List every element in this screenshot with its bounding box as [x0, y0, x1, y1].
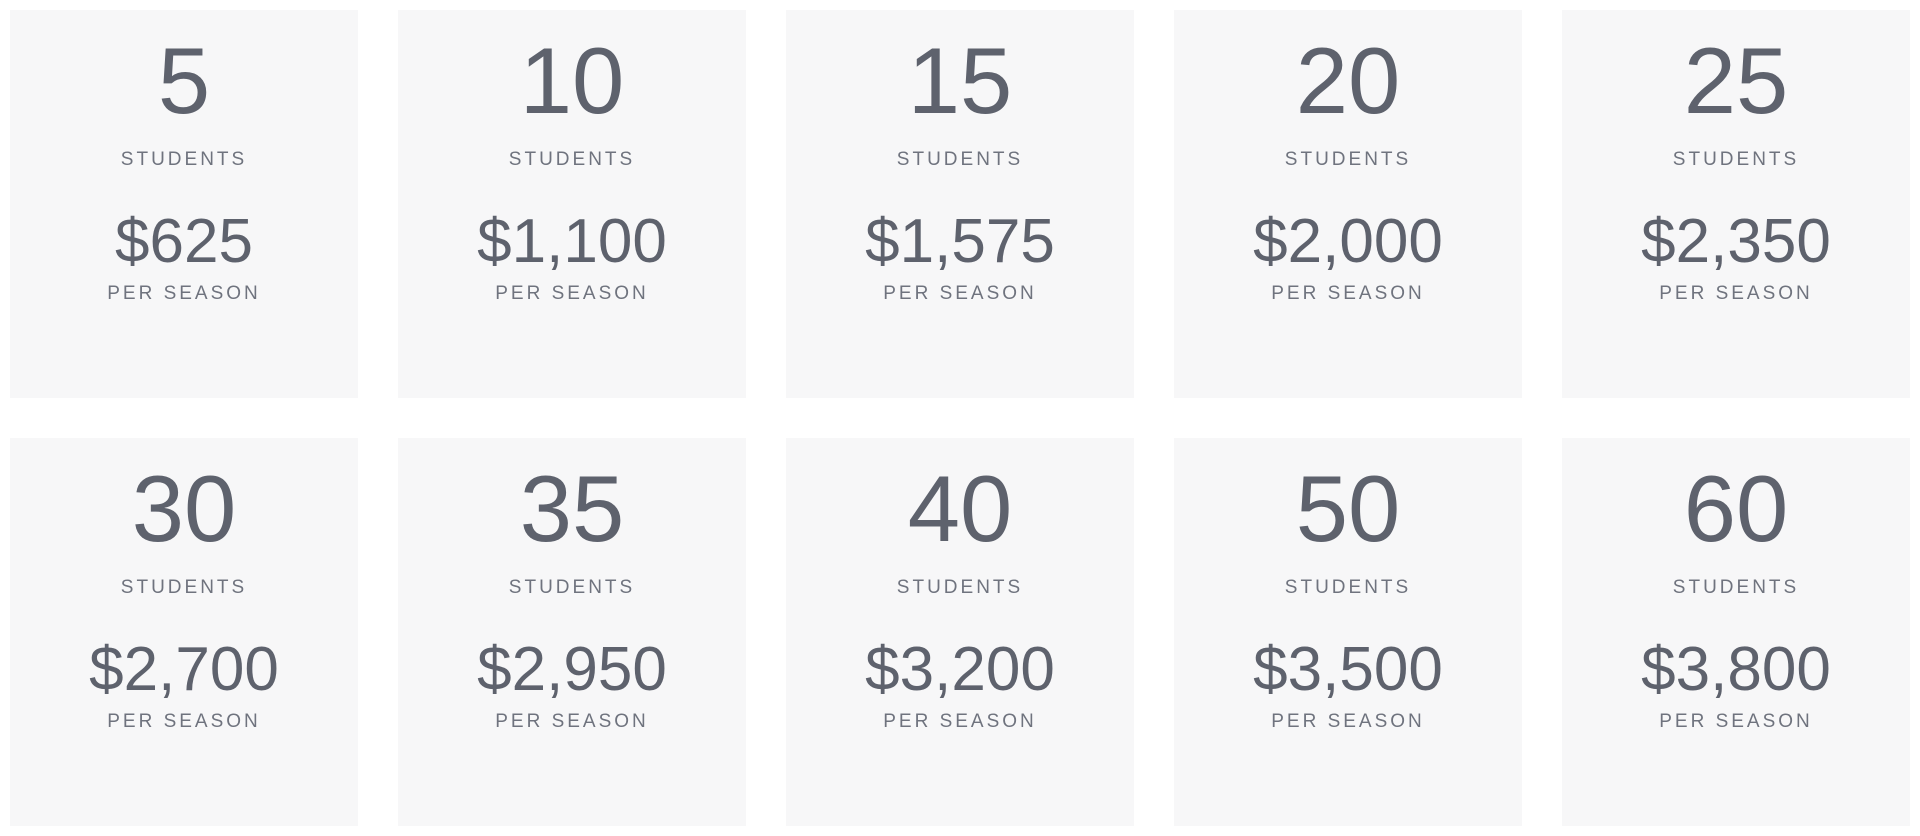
per-season-label: PER SEASON — [1659, 710, 1813, 732]
students-label: STUDENTS — [1284, 148, 1412, 170]
season-price: $3,200 — [865, 635, 1055, 705]
per-season-label: PER SEASON — [495, 282, 649, 304]
per-season-label: PER SEASON — [883, 282, 1037, 304]
pricing-card: 30 STUDENTS $2,700 PER SEASON — [10, 438, 358, 826]
pricing-card: 60 STUDENTS $3,800 PER SEASON — [1562, 438, 1910, 826]
per-season-label: PER SEASON — [107, 710, 261, 732]
pricing-card: 50 STUDENTS $3,500 PER SEASON — [1174, 438, 1522, 826]
per-season-label: PER SEASON — [107, 282, 261, 304]
per-season-label: PER SEASON — [1659, 282, 1813, 304]
pricing-card: 5 STUDENTS $625 PER SEASON — [10, 10, 358, 398]
student-count: 40 — [907, 456, 1013, 561]
season-price: $1,575 — [865, 207, 1055, 277]
season-price: $2,700 — [89, 635, 279, 705]
student-count: 20 — [1295, 28, 1401, 133]
students-label: STUDENTS — [120, 576, 248, 598]
student-count: 5 — [157, 28, 211, 133]
student-count: 35 — [519, 456, 625, 561]
pricing-card: 15 STUDENTS $1,575 PER SEASON — [786, 10, 1134, 398]
pricing-card: 35 STUDENTS $2,950 PER SEASON — [398, 438, 746, 826]
season-price: $2,950 — [477, 635, 667, 705]
season-price: $2,000 — [1253, 207, 1443, 277]
pricing-card: 40 STUDENTS $3,200 PER SEASON — [786, 438, 1134, 826]
students-label: STUDENTS — [508, 148, 636, 170]
pricing-card: 10 STUDENTS $1,100 PER SEASON — [398, 10, 746, 398]
students-label: STUDENTS — [1672, 148, 1800, 170]
pricing-card: 25 STUDENTS $2,350 PER SEASON — [1562, 10, 1910, 398]
student-count: 25 — [1683, 28, 1789, 133]
pricing-card: 20 STUDENTS $2,000 PER SEASON — [1174, 10, 1522, 398]
season-price: $2,350 — [1641, 207, 1831, 277]
students-label: STUDENTS — [1672, 576, 1800, 598]
students-label: STUDENTS — [896, 576, 1024, 598]
students-label: STUDENTS — [508, 576, 636, 598]
per-season-label: PER SEASON — [883, 710, 1037, 732]
student-count: 60 — [1683, 456, 1789, 561]
students-label: STUDENTS — [120, 148, 248, 170]
student-count: 10 — [519, 28, 625, 133]
student-count: 50 — [1295, 456, 1401, 561]
season-price: $3,800 — [1641, 635, 1831, 705]
students-label: STUDENTS — [1284, 576, 1412, 598]
student-count: 15 — [907, 28, 1013, 133]
season-price: $3,500 — [1253, 635, 1443, 705]
students-label: STUDENTS — [896, 148, 1024, 170]
student-count: 30 — [131, 456, 237, 561]
per-season-label: PER SEASON — [1271, 710, 1425, 732]
per-season-label: PER SEASON — [1271, 282, 1425, 304]
season-price: $625 — [115, 207, 253, 277]
per-season-label: PER SEASON — [495, 710, 649, 732]
season-price: $1,100 — [477, 207, 667, 277]
